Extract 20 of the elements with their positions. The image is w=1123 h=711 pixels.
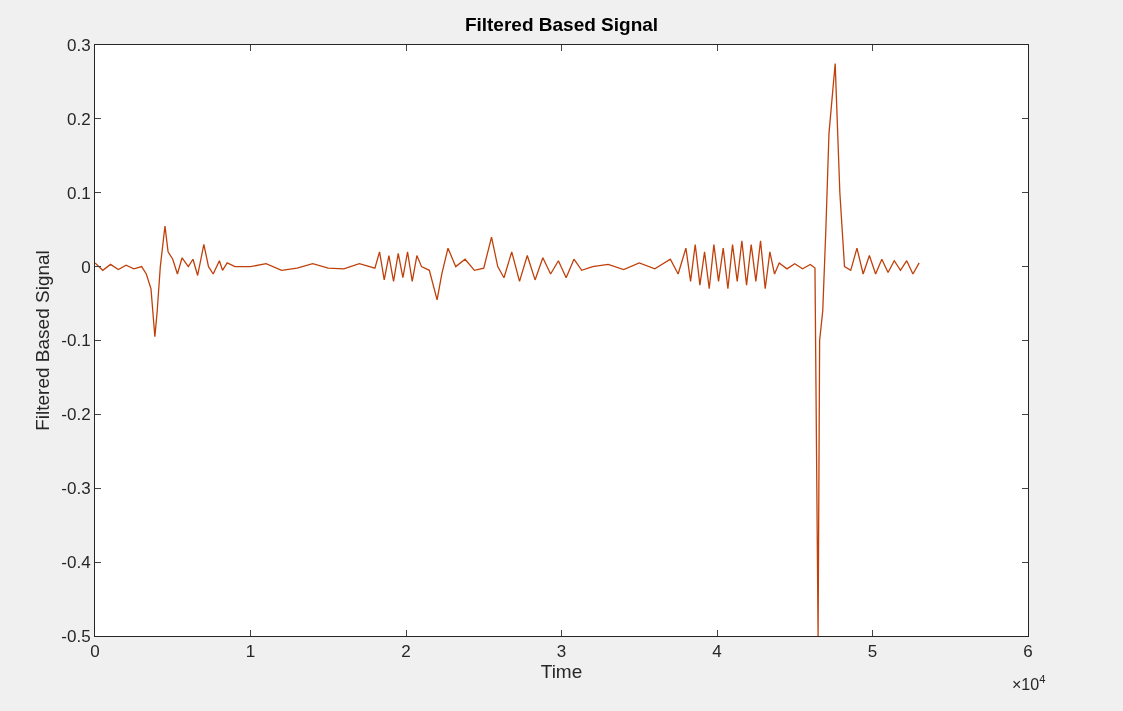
text: ×10$^{4}$ xyxy=(1012,673,1046,693)
x-tick-label: 3 xyxy=(556,642,567,662)
y-axis-title: Filtered Based Signal xyxy=(32,250,54,431)
x-tick-label: 5 xyxy=(867,642,878,662)
y-tick-label: -0.1 xyxy=(61,331,91,351)
y-tick-label: 0 xyxy=(81,257,91,277)
x-tick-label: 6 xyxy=(1023,642,1033,662)
y-tick-label: -0.3 xyxy=(61,479,91,499)
x-axis-title: Time xyxy=(540,661,583,683)
x-tick-label: 1 xyxy=(245,642,256,662)
x-tick-label: 4 xyxy=(712,642,722,662)
line-series xyxy=(95,62,920,636)
y-tick-label: 0.3 xyxy=(66,35,91,55)
y-tick-label: 0.2 xyxy=(66,109,91,129)
y-tick-label: 0.1 xyxy=(66,183,91,203)
y-tick-label: -0.4 xyxy=(61,553,91,573)
x-tick-label: 2 xyxy=(401,642,411,662)
y-tick-label: -0.2 xyxy=(61,405,91,425)
y-tick-label: -0.5 xyxy=(61,626,91,646)
chart-title: Filtered Based Signal xyxy=(464,14,659,36)
